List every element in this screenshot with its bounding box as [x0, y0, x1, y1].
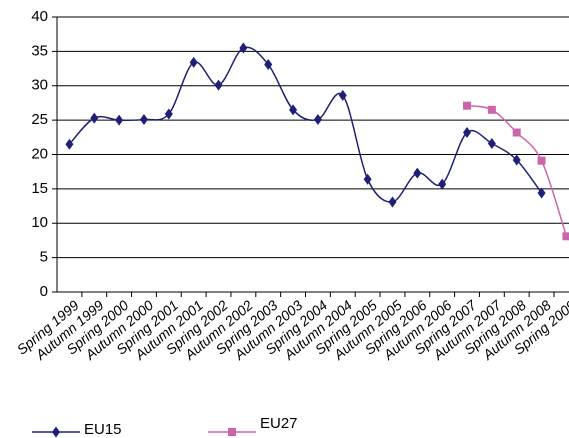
legend-label: EU15	[84, 421, 122, 438]
y-tick-label: 40	[31, 8, 48, 25]
marker	[562, 232, 569, 241]
marker	[313, 113, 322, 125]
marker	[487, 105, 496, 114]
legend-marker	[52, 426, 60, 438]
line	[68, 46, 543, 203]
marker	[463, 127, 472, 138]
y-tick-label: 30	[31, 77, 48, 94]
marker	[413, 167, 422, 179]
marker	[139, 113, 148, 125]
marker	[65, 138, 74, 150]
marker	[512, 154, 521, 166]
marker	[239, 42, 248, 54]
y-tick-label: 35	[31, 42, 48, 59]
marker	[537, 187, 546, 199]
y-tick-label: 20	[31, 145, 48, 162]
marker	[264, 58, 273, 70]
marker	[214, 79, 223, 91]
marker	[115, 114, 124, 126]
marker	[289, 104, 298, 116]
marker	[388, 196, 397, 208]
marker	[90, 112, 99, 124]
marker	[512, 128, 521, 137]
marker	[438, 178, 447, 190]
line	[466, 104, 568, 237]
y-tick-label: 0	[40, 283, 48, 300]
y-tick-label: 25	[31, 111, 48, 128]
y-tick-label: 15	[31, 180, 48, 197]
y-tick-label: 5	[40, 249, 48, 266]
y-tick-label: 10	[31, 214, 48, 231]
marker	[487, 138, 496, 149]
legend-marker	[228, 428, 236, 436]
marker	[463, 101, 472, 110]
marker	[363, 173, 372, 185]
marker	[537, 156, 546, 165]
legend-label: EU27	[260, 415, 298, 432]
marker	[164, 108, 173, 120]
marker	[338, 89, 347, 101]
marker	[189, 56, 198, 68]
